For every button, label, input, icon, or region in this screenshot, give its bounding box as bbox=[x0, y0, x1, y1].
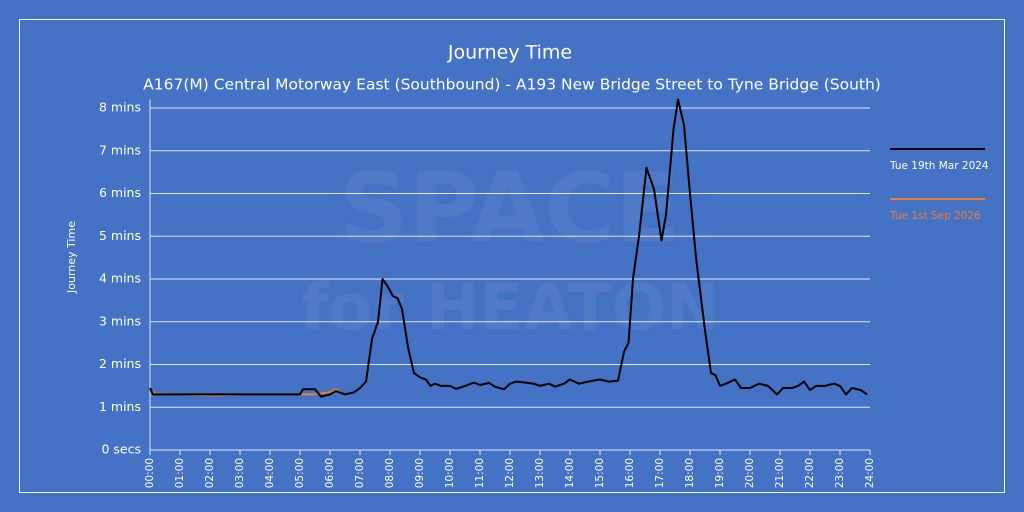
y-tick-label: 3 mins bbox=[99, 313, 141, 328]
y-tick-label: 0 secs bbox=[101, 442, 141, 457]
x-tick-label: 17:00 bbox=[654, 458, 666, 488]
y-tick-label: 6 mins bbox=[99, 185, 141, 200]
x-tick-label: 02:00 bbox=[204, 458, 216, 488]
y-axis-label: Journey Time bbox=[65, 221, 78, 294]
y-tick-label: 2 mins bbox=[99, 356, 141, 371]
x-tick-label: 08:00 bbox=[384, 458, 396, 488]
x-tick-label: 22:00 bbox=[804, 458, 816, 488]
y-tick-label: 4 mins bbox=[99, 271, 141, 286]
panel-border bbox=[19, 19, 1005, 493]
y-tick-label: 5 mins bbox=[99, 228, 141, 243]
x-tick-label: 06:00 bbox=[324, 458, 336, 488]
x-tick-label: 05:00 bbox=[294, 458, 306, 488]
x-tick-label: 19:00 bbox=[714, 458, 726, 488]
x-tick-label: 20:00 bbox=[744, 458, 756, 488]
chart-title: Journey Time bbox=[447, 42, 572, 64]
x-tick-label: 16:00 bbox=[624, 458, 636, 488]
x-tick-label: 13:00 bbox=[534, 458, 546, 488]
x-tick-label: 15:00 bbox=[594, 458, 606, 488]
y-tick-label: 1 mins bbox=[99, 399, 141, 414]
x-tick-label: 09:00 bbox=[414, 458, 426, 488]
x-tick-label: 14:00 bbox=[564, 458, 576, 488]
watermark: for HEATON bbox=[300, 272, 719, 346]
y-tick-label: 7 mins bbox=[99, 142, 141, 157]
x-tick-label: 04:00 bbox=[264, 458, 276, 488]
x-tick-label: 10:00 bbox=[444, 458, 456, 488]
x-tick-label: 00:00 bbox=[144, 458, 156, 488]
x-tick-label: 11:00 bbox=[474, 458, 486, 488]
x-tick-label: 01:00 bbox=[174, 458, 186, 488]
chart-subtitle: A167(M) Central Motorway East (Southboun… bbox=[143, 76, 881, 94]
legend-label: Tue 1st Sep 2026 bbox=[889, 210, 981, 222]
x-tick-label: 21:00 bbox=[774, 458, 786, 488]
x-tick-label: 18:00 bbox=[684, 458, 696, 488]
x-tick-label: 12:00 bbox=[504, 458, 516, 488]
x-tick-label: 23:00 bbox=[834, 458, 846, 488]
legend-label: Tue 19th Mar 2024 bbox=[889, 160, 989, 172]
watermark: SPACE bbox=[339, 152, 680, 264]
series-line bbox=[149, 98, 868, 398]
x-tick-label: 03:00 bbox=[234, 458, 246, 488]
x-tick-label: 24:00 bbox=[864, 458, 876, 488]
x-tick-label: 07:00 bbox=[354, 458, 366, 488]
y-tick-label: 8 mins bbox=[99, 100, 141, 115]
